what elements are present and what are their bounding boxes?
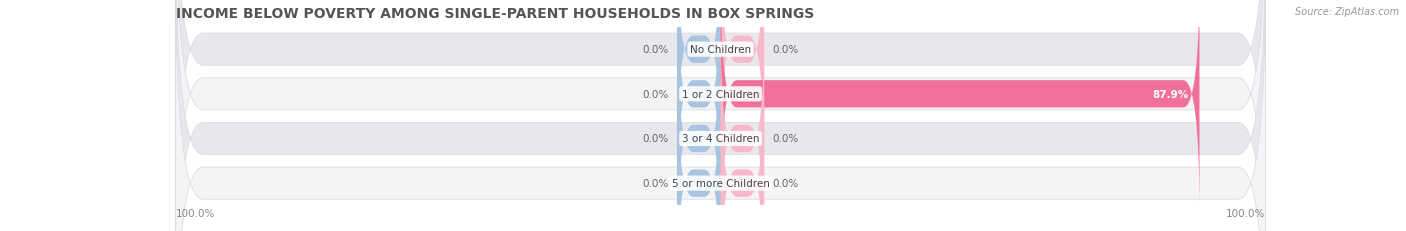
Text: 87.9%: 87.9% <box>1153 89 1188 99</box>
Text: 0.0%: 0.0% <box>772 45 799 55</box>
Text: 0.0%: 0.0% <box>643 89 669 99</box>
FancyBboxPatch shape <box>721 64 765 231</box>
Text: 100.0%: 100.0% <box>176 208 215 218</box>
Text: Source: ZipAtlas.com: Source: ZipAtlas.com <box>1295 7 1399 17</box>
FancyBboxPatch shape <box>721 19 765 231</box>
Text: 5 or more Children: 5 or more Children <box>672 178 769 188</box>
Text: No Children: No Children <box>690 45 751 55</box>
Text: INCOME BELOW POVERTY AMONG SINGLE-PARENT HOUSEHOLDS IN BOX SPRINGS: INCOME BELOW POVERTY AMONG SINGLE-PARENT… <box>176 7 814 21</box>
FancyBboxPatch shape <box>176 0 1265 231</box>
Text: 0.0%: 0.0% <box>643 178 669 188</box>
Text: 0.0%: 0.0% <box>772 178 799 188</box>
FancyBboxPatch shape <box>678 0 721 170</box>
FancyBboxPatch shape <box>176 0 1265 231</box>
FancyBboxPatch shape <box>721 0 1199 214</box>
FancyBboxPatch shape <box>721 0 765 170</box>
Text: 0.0%: 0.0% <box>643 134 669 144</box>
Text: 100.0%: 100.0% <box>1226 208 1265 218</box>
Text: 1 or 2 Children: 1 or 2 Children <box>682 89 759 99</box>
Text: 0.0%: 0.0% <box>772 134 799 144</box>
Text: 0.0%: 0.0% <box>643 45 669 55</box>
FancyBboxPatch shape <box>678 19 721 231</box>
FancyBboxPatch shape <box>176 0 1265 231</box>
FancyBboxPatch shape <box>678 64 721 231</box>
Text: 3 or 4 Children: 3 or 4 Children <box>682 134 759 144</box>
FancyBboxPatch shape <box>678 0 721 214</box>
FancyBboxPatch shape <box>176 0 1265 231</box>
